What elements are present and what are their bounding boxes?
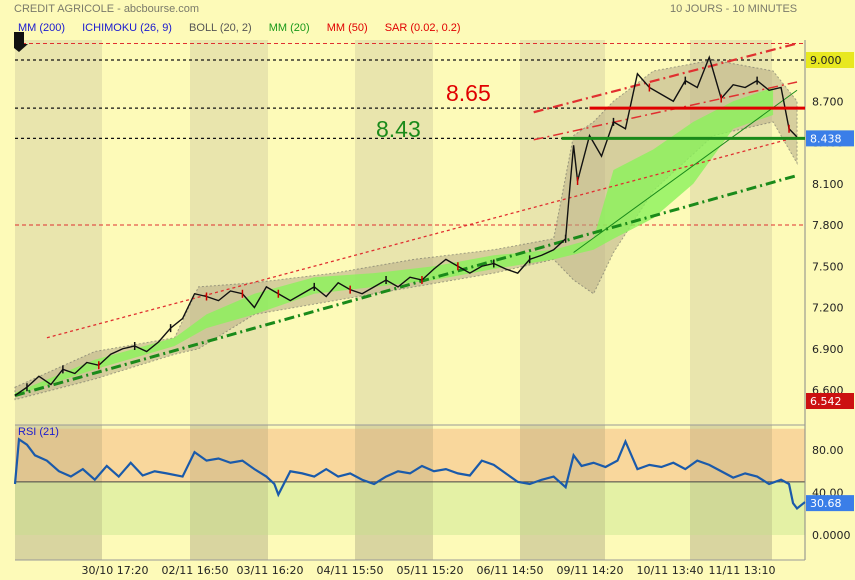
price-tag-high-bg (806, 52, 854, 68)
rsi-tick-label: 0.0000 (812, 529, 851, 542)
rsi-label: RSI (21) (18, 426, 59, 438)
rsi-tick-label: 80.00 (812, 444, 844, 457)
legend-ichimoku: ICHIMOKU (26, 9) (82, 22, 172, 34)
price-tag-low-bg (806, 393, 854, 409)
period-label: 10 JOURS - 10 MINUTES (670, 3, 798, 15)
x-tick-label: 03/11 16:20 (237, 564, 304, 577)
price-tag-high: 9.000 (810, 54, 842, 67)
rsi-line (13, 437, 806, 511)
price-tick-label: 8.700 (812, 95, 844, 108)
rsi-tag-current: 30.68 (810, 497, 842, 510)
trend-upper-channel (533, 42, 798, 114)
price-tick-label: 7.800 (812, 219, 844, 232)
price-tick-label: 7.200 (812, 302, 844, 315)
price-tick-label: 8.100 (812, 178, 844, 191)
download-arrow-icon (14, 32, 28, 52)
resistance-annotation: 8.65 (446, 80, 491, 106)
x-tick-label: 02/11 16:50 (162, 564, 229, 577)
rsi-day-band-2 (355, 425, 433, 560)
price-tag-low: 6.542 (810, 395, 842, 408)
indicator-legend: MM (200) ICHIMOKU (26, 9) BOLL (20, 2) M… (18, 22, 461, 34)
x-tick-label: 06/11 14:50 (477, 564, 544, 577)
trend-mid-channel (533, 81, 798, 141)
rsi-tag-current-bg (806, 495, 854, 512)
rsi-day-band-4 (690, 425, 772, 560)
x-tick-label: 11/11 13:10 (709, 564, 776, 577)
rsi-day-band-1 (190, 425, 268, 560)
legend-sar: SAR (0.02, 0.2) (384, 22, 461, 34)
x-tick-label: 04/11 15:50 (317, 564, 384, 577)
legend-mm20: MM (20) (268, 22, 310, 34)
legend-mm50: MM (50) (326, 22, 368, 34)
x-tick-label: 05/11 15:20 (397, 564, 464, 577)
rsi-day-band-3 (520, 425, 605, 560)
legend-mm200: MM (200) (18, 22, 66, 34)
price-tick-label: 6.900 (812, 343, 844, 356)
x-tick-label: 10/11 13:40 (637, 564, 704, 577)
ichimoku-cloud (15, 87, 774, 396)
ma20-line (573, 89, 798, 253)
x-tick-label: 30/10 17:20 (82, 564, 149, 577)
chart-title: CREDIT AGRICOLE - abcbourse.com (14, 3, 200, 15)
legend-boll: BOLL (20, 2) (189, 22, 252, 34)
trend-support-line (14, 174, 798, 397)
price-tag-current: 8.438 (810, 132, 842, 145)
price-tag-current-bg (806, 130, 854, 147)
x-tick-label: 09/11 14:20 (557, 564, 624, 577)
support-annotation: 8.43 (376, 116, 421, 142)
rsi-oversold-zone (15, 481, 805, 535)
price-tick-label: 7.500 (812, 260, 844, 273)
